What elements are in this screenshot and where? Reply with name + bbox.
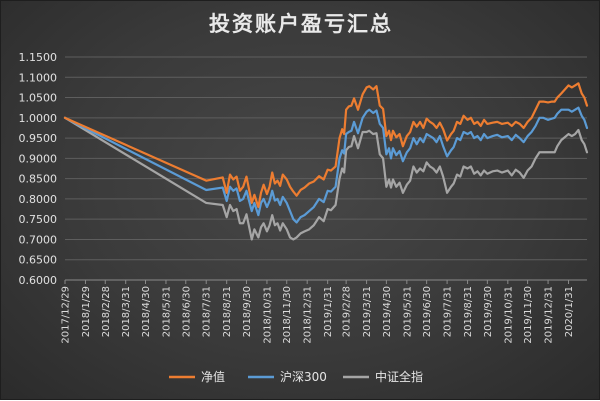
x-tick-label: 2019/10/31 bbox=[503, 286, 514, 344]
x-tick-label: 2018/5/31 bbox=[161, 286, 172, 337]
x-tick-label: 2019/8/31 bbox=[463, 286, 474, 337]
y-tick-label: 0.7000 bbox=[19, 233, 58, 246]
y-tick-label: 0.7500 bbox=[19, 213, 58, 226]
legend-label: 中证全指 bbox=[375, 369, 423, 384]
x-tick-label: 2018/9/30 bbox=[242, 286, 253, 337]
x-axis: 2017/12/29 2018/1/29 2018/2/28 2018/3/31 201… bbox=[61, 279, 587, 344]
y-tick-label: 0.9500 bbox=[19, 132, 58, 145]
x-tick-label: 2018/1/29 bbox=[81, 286, 92, 337]
x-tick-label: 2019/1/31 bbox=[323, 286, 334, 337]
x-tick-label: 2018/3/31 bbox=[121, 286, 132, 337]
x-tick-label: 2019/2/28 bbox=[342, 286, 353, 337]
y-tick-label: 1.0000 bbox=[19, 112, 58, 125]
x-tick-label: 2019/7/31 bbox=[443, 286, 454, 337]
series-line-0 bbox=[63, 82, 589, 209]
x-tick-label: 2019/4/30 bbox=[382, 286, 393, 337]
x-tick-label: 2018/2/28 bbox=[101, 286, 112, 337]
x-tick-label: 2018/7/31 bbox=[202, 286, 213, 337]
x-tick-label: 2018/12/31 bbox=[303, 286, 314, 344]
x-tick-label: 2017/12/29 bbox=[61, 286, 72, 344]
x-tick-label: 2018/11/30 bbox=[282, 286, 293, 344]
y-tick-label: 1.1000 bbox=[19, 71, 58, 84]
y-axis-ticks: 0.6000 0.6500 0.7000 0.7500 0.8000 0.8500 0.90… bbox=[19, 51, 58, 287]
x-tick-label: 2019/6/30 bbox=[422, 286, 433, 337]
x-tick-label: 2019/12/31 bbox=[544, 286, 555, 344]
y-tick-label: 0.6500 bbox=[19, 254, 58, 267]
x-tick-label: 2019/5/31 bbox=[402, 286, 413, 337]
y-tick-label: 0.9000 bbox=[19, 152, 58, 165]
legend: 净值 沪深300 中证全指 bbox=[169, 369, 423, 384]
y-tick-label: 0.8500 bbox=[19, 173, 58, 186]
x-tick-label: 2019/11/30 bbox=[523, 286, 534, 344]
legend-label: 净值 bbox=[201, 369, 225, 384]
series-line-1 bbox=[63, 106, 589, 224]
chart-title: 投资账户盈亏汇总 bbox=[209, 12, 393, 36]
x-tick-label: 2018/4/30 bbox=[141, 286, 152, 337]
series-line-2 bbox=[63, 116, 589, 241]
series-lines bbox=[63, 82, 589, 241]
y-tick-label: 1.1500 bbox=[19, 51, 58, 64]
x-tick-label: 2020/1/31 bbox=[564, 286, 575, 337]
x-tick-label: 2018/8/31 bbox=[222, 286, 233, 337]
legend-label: 沪深300 bbox=[280, 370, 327, 384]
x-tick-label: 2019/3/31 bbox=[362, 286, 373, 337]
x-tick-label: 2018/6/30 bbox=[181, 286, 192, 337]
y-tick-label: 0.8000 bbox=[19, 193, 58, 206]
x-tick-label: 2019/9/30 bbox=[483, 286, 494, 337]
gridlines bbox=[65, 56, 587, 281]
y-tick-label: 0.6000 bbox=[19, 274, 58, 287]
y-tick-label: 1.0500 bbox=[19, 92, 58, 105]
x-tick-label: 2018/10/31 bbox=[262, 286, 273, 344]
